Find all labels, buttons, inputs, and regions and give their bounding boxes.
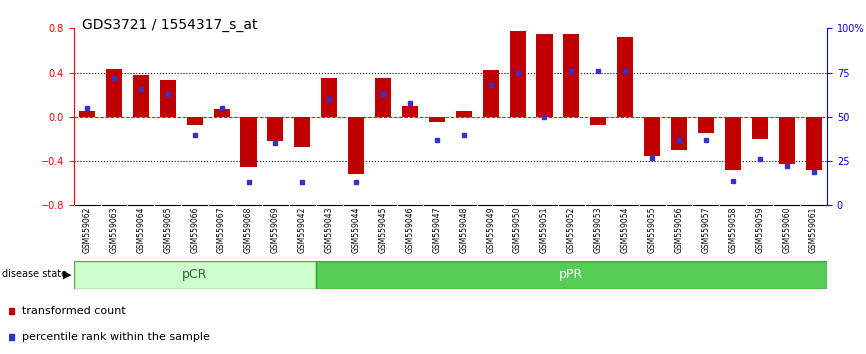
Text: GSM559059: GSM559059	[755, 207, 765, 253]
Text: GSM559044: GSM559044	[352, 207, 360, 253]
Text: GSM559063: GSM559063	[109, 207, 119, 253]
Text: GSM559042: GSM559042	[298, 207, 307, 253]
Text: GSM559067: GSM559067	[217, 207, 226, 253]
Text: GSM559047: GSM559047	[432, 207, 442, 253]
Text: pCR: pCR	[182, 268, 207, 281]
Bar	[725, 117, 741, 170]
Text: GSM559056: GSM559056	[675, 207, 683, 253]
Text: GSM559068: GSM559068	[244, 207, 253, 253]
Bar	[509, 30, 526, 117]
Bar	[214, 109, 229, 117]
Text: GSM559061: GSM559061	[809, 207, 818, 253]
Bar	[348, 117, 365, 175]
Text: GSM559058: GSM559058	[728, 207, 737, 253]
Bar	[779, 117, 795, 164]
Bar	[268, 117, 283, 141]
Bar	[752, 117, 768, 139]
Text: GSM559055: GSM559055	[648, 207, 656, 253]
Bar	[106, 69, 122, 117]
Text: GSM559043: GSM559043	[325, 207, 333, 253]
Bar	[536, 34, 553, 117]
Text: GSM559064: GSM559064	[136, 207, 145, 253]
Text: GSM559045: GSM559045	[378, 207, 388, 253]
Text: GSM559054: GSM559054	[621, 207, 630, 253]
Bar	[316, 261, 827, 289]
Bar	[591, 117, 606, 125]
Bar	[671, 117, 687, 150]
Bar	[159, 80, 176, 117]
Text: GSM559050: GSM559050	[513, 207, 522, 253]
Text: GSM559049: GSM559049	[486, 207, 495, 253]
Text: GSM559062: GSM559062	[82, 207, 92, 253]
Text: GDS3721 / 1554317_s_at: GDS3721 / 1554317_s_at	[82, 18, 258, 32]
Bar	[294, 117, 310, 147]
Bar	[617, 37, 633, 117]
Bar	[79, 111, 95, 117]
Bar	[429, 117, 445, 122]
Text: GSM559057: GSM559057	[701, 207, 710, 253]
Text: percentile rank within the sample: percentile rank within the sample	[22, 332, 210, 342]
Text: GSM559052: GSM559052	[567, 207, 576, 253]
Bar	[74, 261, 316, 289]
Text: ▶: ▶	[63, 269, 72, 279]
Text: GSM559046: GSM559046	[405, 207, 415, 253]
Text: GSM559066: GSM559066	[191, 207, 199, 253]
Text: GSM559060: GSM559060	[782, 207, 792, 253]
Bar	[321, 78, 337, 117]
Bar	[187, 117, 203, 125]
Text: disease state: disease state	[2, 269, 67, 279]
Text: transformed count: transformed count	[22, 306, 126, 316]
Text: GSM559053: GSM559053	[594, 207, 603, 253]
Text: GSM559048: GSM559048	[459, 207, 469, 253]
Text: GSM559065: GSM559065	[164, 207, 172, 253]
Bar	[132, 75, 149, 117]
Bar	[375, 78, 391, 117]
Bar	[644, 117, 660, 155]
Bar	[805, 117, 822, 170]
Bar	[241, 117, 256, 167]
Bar	[482, 70, 499, 117]
Bar	[456, 111, 472, 117]
Bar	[402, 106, 418, 117]
Bar	[563, 34, 579, 117]
Text: GSM559051: GSM559051	[540, 207, 549, 253]
Text: pPR: pPR	[559, 268, 584, 281]
Text: GSM559069: GSM559069	[271, 207, 280, 253]
Bar	[698, 117, 714, 133]
